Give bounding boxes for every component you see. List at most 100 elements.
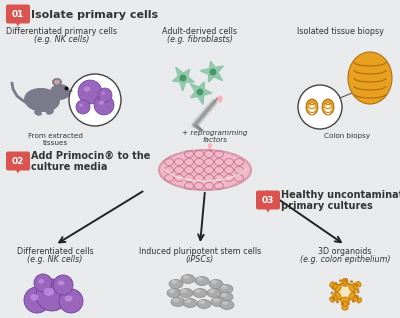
Ellipse shape — [58, 280, 64, 286]
Text: Differentiated cells: Differentiated cells — [17, 247, 93, 256]
Text: 03: 03 — [262, 196, 274, 205]
Ellipse shape — [357, 281, 361, 287]
Ellipse shape — [46, 109, 54, 115]
Ellipse shape — [183, 299, 197, 308]
Ellipse shape — [220, 301, 234, 309]
Text: Adult-derived cells: Adult-derived cells — [162, 27, 238, 36]
Ellipse shape — [358, 298, 362, 303]
Ellipse shape — [179, 288, 193, 298]
Text: (e.g. NK cells): (e.g. NK cells) — [34, 35, 90, 44]
Ellipse shape — [349, 292, 355, 300]
Ellipse shape — [167, 288, 181, 298]
Ellipse shape — [335, 284, 341, 292]
Circle shape — [76, 100, 90, 114]
Ellipse shape — [348, 52, 392, 104]
Circle shape — [24, 287, 50, 313]
Ellipse shape — [52, 78, 62, 86]
Ellipse shape — [353, 295, 358, 301]
Ellipse shape — [65, 296, 72, 301]
Circle shape — [36, 279, 68, 311]
Ellipse shape — [197, 300, 211, 308]
Circle shape — [59, 289, 83, 313]
Text: Healthy uncontaminated
primary cultures: Healthy uncontaminated primary cultures — [281, 190, 400, 211]
Circle shape — [347, 302, 350, 305]
Circle shape — [196, 88, 204, 95]
Ellipse shape — [332, 283, 338, 289]
Ellipse shape — [349, 284, 355, 292]
Text: (iPSCs): (iPSCs) — [186, 255, 214, 264]
Circle shape — [354, 284, 357, 287]
Ellipse shape — [219, 285, 233, 294]
Text: (e.g. NK cells): (e.g. NK cells) — [27, 255, 83, 264]
Circle shape — [330, 292, 334, 294]
Ellipse shape — [222, 301, 228, 305]
Ellipse shape — [193, 288, 207, 298]
Ellipse shape — [169, 289, 175, 293]
Text: Differentiated primary cells: Differentiated primary cells — [6, 27, 118, 36]
Circle shape — [98, 88, 112, 102]
FancyBboxPatch shape — [6, 151, 30, 170]
Ellipse shape — [30, 294, 39, 301]
Circle shape — [298, 85, 342, 129]
Ellipse shape — [335, 292, 341, 300]
Circle shape — [352, 300, 355, 303]
Ellipse shape — [169, 280, 183, 288]
Circle shape — [355, 295, 358, 299]
Polygon shape — [264, 206, 272, 212]
Ellipse shape — [44, 288, 54, 296]
Circle shape — [350, 280, 353, 283]
Ellipse shape — [195, 289, 201, 293]
Text: Add Primocin® to the
culture media: Add Primocin® to the culture media — [31, 151, 150, 172]
Text: 02: 02 — [12, 157, 24, 166]
Circle shape — [69, 74, 121, 126]
Circle shape — [210, 68, 216, 75]
Circle shape — [78, 80, 102, 104]
Circle shape — [331, 287, 334, 289]
Ellipse shape — [335, 283, 355, 301]
Ellipse shape — [54, 80, 60, 85]
Text: Induced pluripotent stem cells: Induced pluripotent stem cells — [139, 247, 261, 256]
Text: Colon biopsy: Colon biopsy — [324, 133, 370, 139]
Circle shape — [356, 291, 360, 294]
Text: (e.g. colon epithelium): (e.g. colon epithelium) — [300, 255, 390, 264]
Circle shape — [332, 296, 335, 300]
Ellipse shape — [324, 103, 332, 114]
Text: + reprogramming
factors: + reprogramming factors — [182, 130, 248, 143]
Ellipse shape — [213, 298, 219, 302]
Ellipse shape — [211, 280, 217, 284]
Ellipse shape — [342, 306, 348, 310]
Ellipse shape — [330, 297, 334, 302]
Ellipse shape — [207, 288, 221, 298]
FancyBboxPatch shape — [256, 190, 280, 210]
Ellipse shape — [79, 104, 83, 107]
Ellipse shape — [173, 298, 179, 302]
Ellipse shape — [84, 86, 90, 92]
Ellipse shape — [159, 150, 251, 190]
Polygon shape — [14, 168, 22, 174]
Text: 01: 01 — [12, 10, 24, 19]
Ellipse shape — [211, 298, 225, 307]
Ellipse shape — [101, 92, 105, 95]
Ellipse shape — [218, 96, 222, 103]
Ellipse shape — [208, 143, 212, 149]
Circle shape — [94, 95, 114, 115]
Ellipse shape — [199, 300, 205, 304]
Polygon shape — [14, 20, 22, 26]
Circle shape — [180, 74, 186, 81]
Ellipse shape — [330, 282, 334, 287]
Ellipse shape — [342, 278, 348, 282]
Polygon shape — [172, 67, 194, 91]
Ellipse shape — [195, 276, 209, 286]
Polygon shape — [190, 82, 212, 105]
Ellipse shape — [221, 293, 227, 297]
Ellipse shape — [219, 293, 233, 301]
Ellipse shape — [24, 88, 60, 112]
Circle shape — [336, 300, 339, 303]
Polygon shape — [200, 61, 223, 82]
Ellipse shape — [322, 99, 334, 115]
Ellipse shape — [38, 279, 44, 283]
Ellipse shape — [197, 277, 203, 281]
Ellipse shape — [181, 274, 195, 284]
Circle shape — [339, 279, 342, 282]
Ellipse shape — [70, 90, 72, 92]
